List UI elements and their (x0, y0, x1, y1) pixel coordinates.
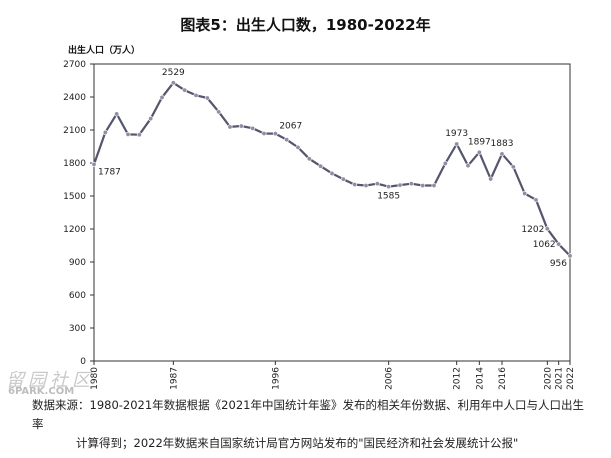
x-tick-label: 2014 (475, 367, 485, 390)
data-point (374, 181, 380, 187)
data-point (363, 183, 369, 189)
data-point (465, 163, 471, 169)
data-point (272, 131, 278, 137)
data-label: 1202 (521, 225, 544, 235)
data-point (499, 151, 505, 157)
data-label: 2067 (279, 122, 302, 132)
data-point (431, 183, 437, 189)
data-point (295, 144, 301, 150)
y-tick-label: 2100 (63, 126, 86, 136)
data-point (227, 124, 233, 130)
source-line-2: 计算得到；2022年数据来自国家统计局官方网站发布的"国民经济和社会发展统计公报… (76, 436, 519, 450)
data-point (544, 226, 550, 232)
data-point (522, 190, 528, 196)
data-point (476, 149, 482, 155)
data-point (306, 156, 312, 162)
y-axis-unit-label: 出生人口（万人） (68, 46, 141, 56)
data-point (329, 170, 335, 176)
data-point (340, 176, 346, 182)
x-tick-label: 2020 (543, 367, 553, 390)
x-tick-label: 2006 (385, 367, 395, 390)
data-label: 956 (550, 259, 567, 269)
watermark-logo: 留园社区 (6, 370, 94, 391)
y-tick-label: 600 (69, 291, 86, 301)
data-point (533, 197, 539, 203)
x-tick-label: 2021 (555, 367, 565, 390)
chart-title: 图表5：出生人口数，1980-2022年 (180, 16, 431, 34)
data-point (159, 94, 165, 100)
data-point (408, 181, 414, 187)
data-point (318, 163, 324, 169)
x-tick-label: 2016 (498, 367, 508, 390)
data-point (250, 125, 256, 131)
data-point (488, 176, 494, 182)
source-note: 数据来源：1980-2021年数据根据《2021年中国统计年鉴》发布的相关年份数… (32, 396, 592, 453)
data-label: 1883 (491, 139, 514, 149)
y-tick-label: 900 (69, 258, 86, 268)
y-tick-label: 1800 (63, 159, 86, 169)
data-point (193, 92, 199, 98)
data-point (556, 241, 562, 247)
plot-frame (93, 63, 571, 362)
data-point (567, 253, 573, 259)
watermark-url: 6PARK.COM (8, 386, 75, 397)
data-point (454, 141, 460, 147)
data-point (125, 131, 131, 137)
data-point (397, 182, 403, 188)
data-point (148, 116, 154, 122)
x-tick-label: 1987 (169, 367, 179, 390)
series-layer (91, 80, 573, 259)
data-label: 1585 (377, 192, 400, 202)
data-point (170, 80, 176, 86)
x-tick-label: 2012 (453, 367, 463, 390)
x-ticks: 1980 1987 1996 2006 2012 2014 2016 2020 2021 2022 (90, 361, 576, 390)
data-point (261, 131, 267, 137)
x-tick-label: 1980 (90, 367, 100, 390)
series-line (92, 81, 571, 257)
y-tick-label: 2400 (63, 93, 86, 103)
y-tick-label: 1200 (63, 225, 86, 235)
data-point (386, 184, 392, 190)
data-point (204, 95, 210, 101)
data-point (510, 164, 516, 170)
y-tick-label: 2700 (63, 60, 86, 70)
data-point (420, 183, 426, 189)
data-label: 1062 (533, 240, 556, 250)
data-point (442, 160, 448, 166)
data-label: 1787 (98, 167, 121, 177)
y-tick-label: 0 (80, 357, 86, 367)
y-tick-label: 1500 (63, 192, 86, 202)
y-tick-label: 300 (69, 324, 86, 334)
data-point (216, 109, 222, 115)
source-line-1: 数据来源：1980-2021年数据根据《2021年中国统计年鉴》发布的相关年份数… (32, 398, 584, 431)
data-point (102, 129, 108, 135)
data-point (136, 132, 142, 138)
y-ticks: 0 300 600 900 1200 1500 1800 2100 2400 2700 (63, 60, 94, 367)
data-point (91, 161, 97, 167)
data-point (352, 182, 358, 188)
data-point (182, 87, 188, 93)
x-tick-label: 2022 (566, 367, 576, 390)
data-point (238, 123, 244, 129)
data-point (284, 137, 290, 143)
data-label: 1973 (445, 129, 468, 139)
data-label: 2529 (162, 68, 185, 78)
data-label: 1897 (468, 137, 491, 147)
chart-axes (93, 63, 571, 362)
x-tick-label: 1996 (271, 367, 281, 390)
data-point (114, 111, 120, 117)
